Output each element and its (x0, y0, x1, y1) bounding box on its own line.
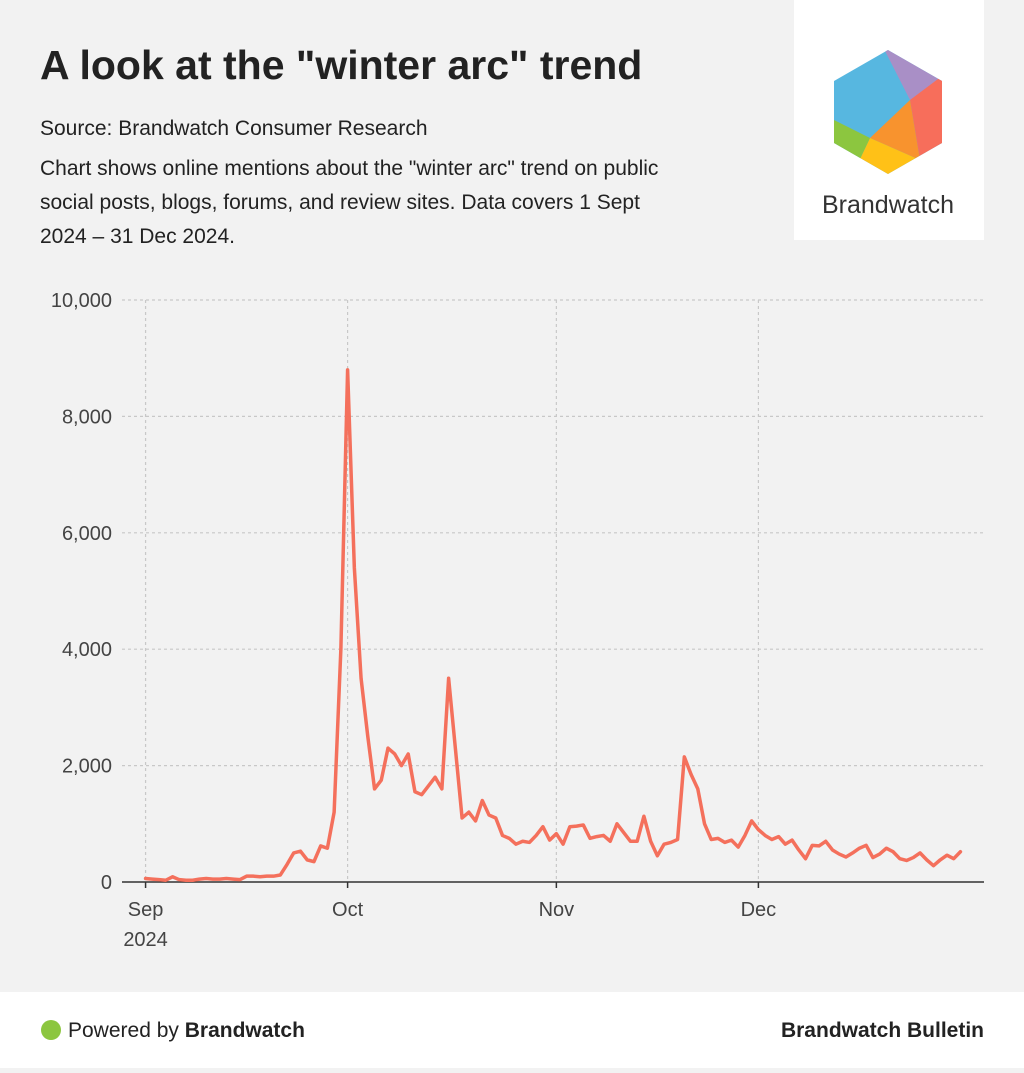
footer-left: Powered by Brandwatch (68, 1019, 305, 1042)
x-tick-label: Sep (128, 899, 164, 921)
footer-right: Brandwatch Bulletin (781, 1019, 984, 1042)
subtitle-line: social posts, blogs, forums, and review … (40, 191, 640, 214)
x-tick-label: Oct (332, 899, 364, 921)
logo-text: Brandwatch (822, 191, 954, 219)
subtitle-line: Chart shows online mentions about the "w… (40, 157, 658, 180)
source: Source: Brandwatch Consumer Research (40, 117, 428, 140)
footer-dot (41, 1020, 61, 1040)
footer (0, 992, 1024, 1068)
x-tick-label: Nov (539, 899, 575, 921)
y-tick-label: 6,000 (62, 523, 112, 545)
line-series (143, 368, 963, 882)
subtitle-line: 2024 – 31 Dec 2024. (40, 225, 235, 248)
y-tick-label: 4,000 (62, 639, 112, 661)
y-tick-label: 8,000 (62, 406, 112, 428)
y-tick-label: 2,000 (62, 756, 112, 778)
plot: 0 2,000 4,000 6,000 8,000 10,000 Sep 2024 Oct Nov… (51, 290, 984, 951)
y-tick-label: 10,000 (51, 290, 112, 312)
y-tick-label: 0 (101, 872, 112, 894)
x-tick-label: Dec (741, 899, 777, 921)
footer-brand: Brandwatch (185, 1019, 305, 1042)
footer-prefix: Powered by (68, 1019, 185, 1042)
chart-title: A look at the "winter arc" trend (40, 42, 642, 88)
x-tick-sublabel: 2024 (123, 929, 168, 951)
